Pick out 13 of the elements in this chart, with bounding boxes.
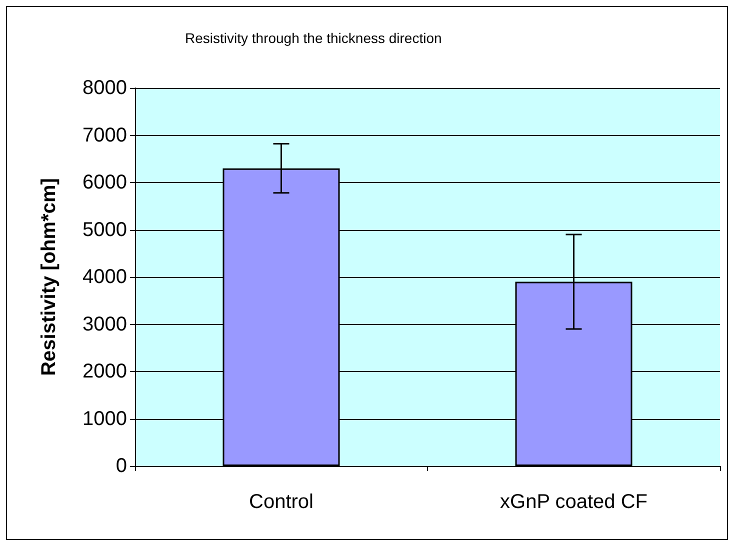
- y-tick-label: 5000: [82, 218, 127, 241]
- y-tick-label: 3000: [82, 313, 127, 336]
- y-tick-label: 1000: [82, 408, 127, 430]
- y-tick-label: 2000: [82, 360, 127, 382]
- y-tick-label: 7000: [82, 124, 127, 146]
- y-tick-label: 8000: [82, 77, 127, 99]
- y-axis-title: Resistivity [ohm*cm]: [38, 178, 60, 376]
- y-tick-label: 4000: [82, 266, 127, 288]
- y-tick-label: 0: [116, 455, 127, 477]
- x-tick-label: Control: [249, 491, 314, 513]
- chart-title: Resistivity through the thickness direction: [185, 30, 442, 46]
- x-tick-label: xGnP coated CF: [500, 491, 648, 513]
- y-tick-label: 6000: [82, 172, 127, 194]
